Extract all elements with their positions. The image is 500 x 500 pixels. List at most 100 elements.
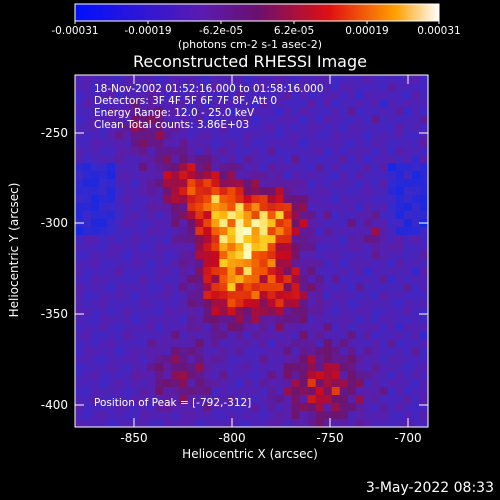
- image-pixel: [139, 243, 148, 252]
- image-pixel: [107, 99, 116, 108]
- image-pixel: [99, 91, 108, 100]
- image-pixel: [371, 187, 381, 196]
- image-pixel: [139, 203, 148, 212]
- image-pixel: [339, 227, 349, 236]
- image-pixel: [83, 243, 92, 252]
- image-pixel: [403, 139, 413, 148]
- image-pixel: [219, 355, 229, 364]
- image-pixel: [139, 139, 148, 148]
- image-pixel: [123, 347, 132, 356]
- image-pixel: [211, 107, 221, 116]
- image-pixel: [139, 123, 148, 132]
- image-pixel: [235, 371, 245, 380]
- y-tick-label: -250: [40, 126, 68, 140]
- image-pixel: [203, 291, 212, 300]
- image-pixel: [211, 307, 221, 316]
- image-pixel: [235, 99, 245, 108]
- image-pixel: [283, 291, 293, 300]
- image-pixel: [91, 131, 100, 140]
- image-pixel: [283, 107, 293, 116]
- image-pixel: [107, 115, 116, 124]
- image-pixel: [107, 107, 116, 116]
- image-pixel: [371, 75, 381, 84]
- image-pixel: [259, 339, 269, 348]
- image-pixel: [131, 411, 140, 420]
- image-pixel: [83, 403, 92, 412]
- image-pixel: [315, 307, 325, 316]
- image-pixel: [211, 411, 221, 420]
- image-pixel: [299, 163, 309, 172]
- image-pixel: [267, 219, 277, 228]
- image-pixel: [355, 91, 365, 100]
- image-pixel: [347, 411, 357, 420]
- image-pixel: [75, 163, 84, 172]
- image-pixel: [115, 267, 124, 276]
- image-pixel: [171, 235, 180, 244]
- image-pixel: [347, 339, 357, 348]
- image-pixel: [315, 83, 325, 92]
- image-pixel: [259, 291, 269, 300]
- image-pixel: [131, 403, 140, 412]
- image-pixel: [363, 315, 373, 324]
- image-pixel: [395, 171, 405, 180]
- image-pixel: [227, 179, 237, 188]
- image-pixel: [283, 227, 293, 236]
- image-pixel: [75, 363, 84, 372]
- image-pixel: [131, 155, 140, 164]
- image-pixel: [155, 123, 164, 132]
- image-pixel: [339, 411, 349, 420]
- image-pixel: [131, 395, 140, 404]
- image-pixel: [171, 251, 180, 260]
- image-pixel: [243, 235, 253, 244]
- image-pixel: [115, 259, 124, 268]
- image-pixel: [171, 187, 180, 196]
- image-pixel: [131, 291, 140, 300]
- image-pixel: [163, 291, 172, 300]
- image-pixel: [339, 363, 349, 372]
- image-pixel: [411, 211, 421, 220]
- image-pixel: [251, 123, 261, 132]
- image-pixel: [83, 115, 92, 124]
- image-pixel: [251, 323, 261, 332]
- image-pixel: [355, 203, 365, 212]
- image-pixel: [339, 307, 349, 316]
- image-pixel: [267, 275, 277, 284]
- image-pixel: [179, 379, 188, 388]
- image-pixel: [219, 403, 229, 412]
- image-pixel: [395, 211, 405, 220]
- image-pixel: [299, 187, 309, 196]
- image-pixel: [307, 139, 317, 148]
- image-pixel: [283, 283, 293, 292]
- image-pixel: [83, 323, 92, 332]
- image-pixel: [211, 363, 221, 372]
- image-pixel: [259, 139, 269, 148]
- image-pixel: [155, 379, 164, 388]
- image-pixel: [331, 107, 341, 116]
- image-pixel: [179, 115, 188, 124]
- image-pixel: [187, 83, 196, 92]
- image-pixel: [267, 187, 277, 196]
- image-pixel: [331, 211, 341, 220]
- image-pixel: [371, 107, 381, 116]
- image-pixel: [163, 379, 172, 388]
- image-pixel: [195, 331, 204, 340]
- image-pixel: [403, 131, 413, 140]
- image-pixel: [267, 291, 277, 300]
- image-pixel: [147, 187, 156, 196]
- image-pixel: [131, 331, 140, 340]
- image-pixel: [227, 83, 237, 92]
- image-pixel: [107, 347, 116, 356]
- image-pixel: [307, 363, 317, 372]
- image-pixel: [107, 363, 116, 372]
- image-pixel: [235, 355, 245, 364]
- image-pixel: [339, 267, 349, 276]
- info-detectors: Detectors: 3F 4F 5F 6F 7F 8F, Att 0: [94, 95, 278, 107]
- image-pixel: [259, 83, 269, 92]
- image-pixel: [363, 91, 373, 100]
- image-pixel: [379, 403, 389, 412]
- image-pixel: [275, 91, 285, 100]
- image-pixel: [275, 139, 285, 148]
- image-pixel: [371, 243, 381, 252]
- image-pixel: [283, 259, 293, 268]
- image-pixel: [131, 379, 140, 388]
